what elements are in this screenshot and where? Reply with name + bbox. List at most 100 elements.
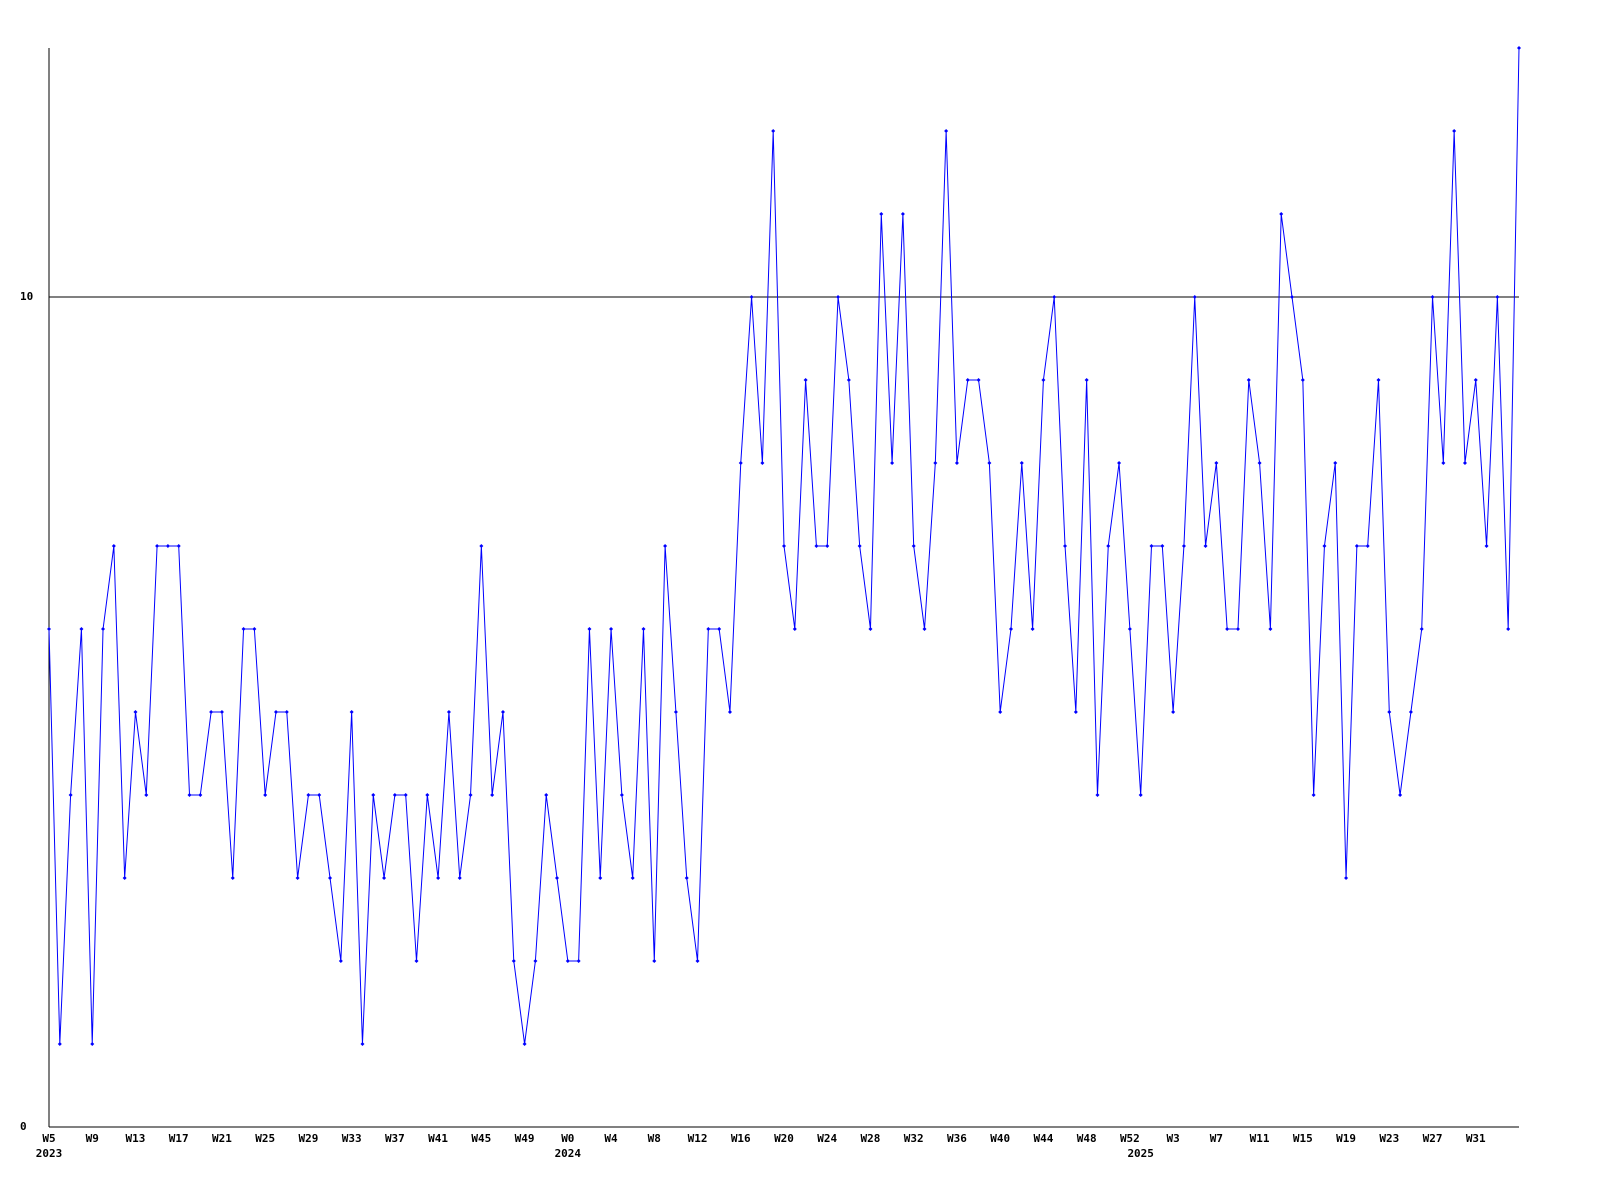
data-point — [1495, 295, 1500, 299]
data-point — [1030, 627, 1035, 631]
data-point — [1300, 378, 1305, 382]
y-tick-label: 0 — [20, 1120, 27, 1133]
x-tick-label: W49 — [515, 1132, 535, 1145]
x-tick-label: W29 — [298, 1132, 318, 1145]
data-point — [857, 544, 862, 548]
data-point — [1344, 876, 1349, 880]
x-tick-label: W3 — [1166, 1132, 1179, 1145]
data-point — [122, 876, 127, 880]
x-tick-label: W12 — [688, 1132, 708, 1145]
data-point — [836, 295, 841, 299]
data-point — [933, 461, 938, 465]
data-point — [1084, 378, 1089, 382]
x-tick-label: W28 — [861, 1132, 881, 1145]
data-point — [911, 544, 916, 548]
data-point — [1311, 793, 1316, 797]
data-point — [295, 876, 300, 880]
data-point — [533, 959, 538, 963]
x-tick-label: W0 — [561, 1132, 574, 1145]
data-point — [900, 212, 905, 216]
data-point — [1149, 544, 1154, 548]
data-point — [1127, 627, 1132, 631]
data-point — [436, 876, 441, 880]
data-point — [425, 793, 430, 797]
data-point — [522, 1042, 527, 1046]
data-point — [1203, 544, 1208, 548]
data-point — [1517, 46, 1521, 50]
x-tick-label: W11 — [1250, 1132, 1270, 1145]
data-point — [717, 627, 722, 631]
data-point — [414, 959, 419, 963]
x-tick-label: W40 — [990, 1132, 1010, 1145]
data-point — [382, 876, 387, 880]
data-point — [500, 710, 505, 714]
x-tick-label: W4 — [604, 1132, 618, 1145]
data-point — [1506, 627, 1511, 631]
data-point — [273, 710, 278, 714]
data-point — [846, 378, 851, 382]
data-point — [641, 627, 646, 631]
x-year-label: 2024 — [555, 1147, 582, 1160]
x-tick-label: W8 — [648, 1132, 661, 1145]
data-point — [47, 627, 51, 631]
x-tick-label: W33 — [342, 1132, 362, 1145]
data-point — [511, 959, 516, 963]
data-point — [1376, 378, 1381, 382]
data-point — [619, 793, 624, 797]
data-point — [598, 876, 603, 880]
data-point — [284, 710, 289, 714]
x-tick-label: W7 — [1210, 1132, 1223, 1145]
x-tick-label: W20 — [774, 1132, 794, 1145]
data-point — [1160, 544, 1165, 548]
data-point — [479, 544, 484, 548]
data-point — [1138, 793, 1143, 797]
data-point — [90, 1042, 95, 1046]
x-year-label: 2025 — [1127, 1147, 1154, 1160]
data-point — [1095, 793, 1100, 797]
data-point — [241, 627, 246, 631]
data-point — [1452, 129, 1457, 133]
data-point — [1290, 295, 1295, 299]
data-point — [1473, 378, 1478, 382]
data-point — [1268, 627, 1273, 631]
x-year-label: 2023 — [36, 1147, 63, 1160]
data-point — [954, 461, 959, 465]
data-point — [209, 710, 214, 714]
data-point — [738, 461, 743, 465]
data-point — [1117, 461, 1122, 465]
data-point — [1041, 378, 1046, 382]
data-point — [565, 959, 570, 963]
data-point — [1387, 710, 1392, 714]
data-point — [468, 793, 473, 797]
data-point — [1430, 295, 1435, 299]
data-point — [1235, 627, 1240, 631]
x-tick-label: W32 — [904, 1132, 924, 1145]
data-point — [803, 378, 808, 382]
x-tick-label: W36 — [947, 1132, 967, 1145]
data-point — [1063, 544, 1068, 548]
data-point — [349, 710, 354, 714]
data-point — [555, 876, 560, 880]
data-point — [576, 959, 581, 963]
x-tick-label: W24 — [817, 1132, 837, 1145]
data-point — [1008, 627, 1013, 631]
data-point — [457, 876, 462, 880]
data-point — [338, 959, 343, 963]
data-point — [252, 627, 257, 631]
data-point — [101, 627, 106, 631]
y-tick-label: 10 — [20, 290, 33, 303]
x-tick-label: W27 — [1423, 1132, 1443, 1145]
data-point — [1106, 544, 1111, 548]
data-point — [1171, 710, 1176, 714]
data-point — [1192, 295, 1197, 299]
data-point — [1419, 627, 1424, 631]
data-point — [998, 710, 1003, 714]
data-point — [1181, 544, 1186, 548]
data-point — [1019, 461, 1024, 465]
data-point — [198, 793, 203, 797]
data-point — [587, 627, 592, 631]
data-point — [1354, 544, 1359, 548]
data-point — [944, 129, 949, 133]
data-point — [684, 876, 689, 880]
